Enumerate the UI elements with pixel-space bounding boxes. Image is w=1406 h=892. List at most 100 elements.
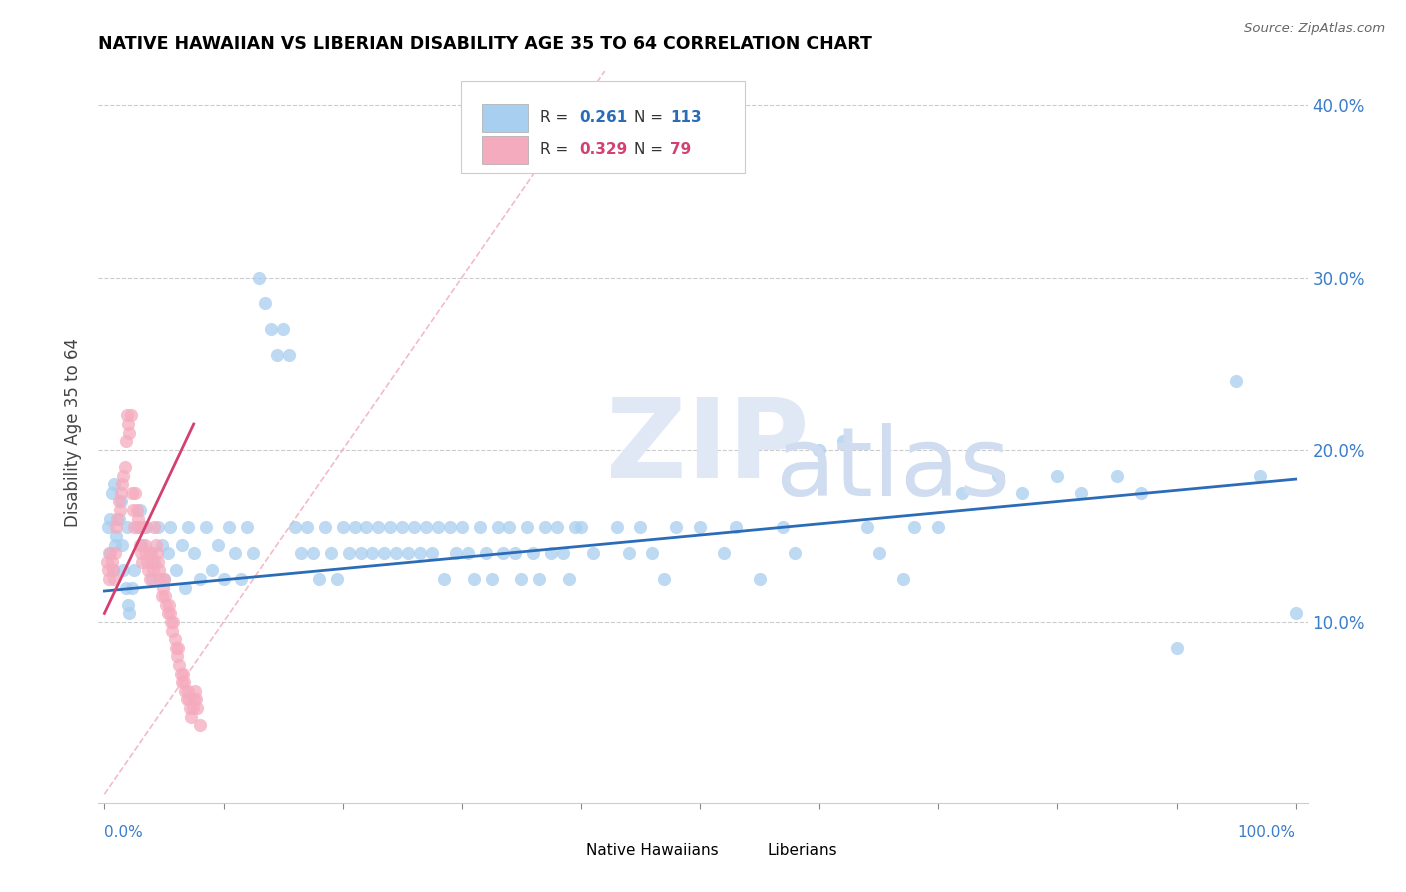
Point: [373, 546, 395, 560]
Point: [122, 520, 145, 534]
Point: [337, 546, 360, 560]
Point: [143, 555, 166, 569]
Point: [169, 658, 191, 673]
Point: [420, 546, 443, 560]
Point: [162, 624, 184, 638]
Point: [160, 615, 183, 629]
Point: [115, 409, 138, 423]
Point: [474, 546, 496, 560]
Point: [236, 520, 259, 534]
Point: [540, 546, 562, 560]
Point: [184, 684, 207, 698]
FancyBboxPatch shape: [461, 81, 745, 173]
Point: [1070, 486, 1092, 500]
Point: [391, 520, 413, 534]
Point: [174, 684, 197, 698]
Point: [772, 520, 794, 534]
Point: [1011, 486, 1033, 500]
Point: [486, 520, 509, 534]
Point: [108, 503, 131, 517]
Bar: [546, 842, 579, 861]
Point: [105, 529, 128, 543]
Point: [118, 607, 141, 621]
Point: [129, 537, 152, 551]
Point: [641, 546, 664, 560]
Text: atlas: atlas: [776, 423, 1011, 516]
Text: 0.0%: 0.0%: [104, 825, 143, 839]
Point: [260, 322, 283, 336]
Point: [159, 607, 181, 621]
Text: R =: R =: [540, 111, 572, 125]
Point: [569, 520, 592, 534]
Text: ZIP: ZIP: [606, 394, 810, 501]
Point: [100, 486, 122, 500]
Point: [159, 520, 181, 534]
Point: [630, 520, 652, 534]
Point: [176, 692, 198, 706]
Y-axis label: Disability Age 35 to 64: Disability Age 35 to 64: [65, 338, 83, 527]
Point: [891, 572, 914, 586]
Point: [111, 477, 134, 491]
Point: [200, 563, 222, 577]
Point: [112, 563, 135, 577]
Point: [183, 546, 205, 560]
Point: [146, 520, 169, 534]
Point: [114, 581, 136, 595]
Point: [148, 563, 170, 577]
Point: [361, 546, 384, 560]
Text: N =: N =: [634, 111, 668, 125]
Bar: [482, 103, 527, 132]
Text: R =: R =: [540, 142, 572, 157]
Point: [332, 520, 354, 534]
Point: [319, 546, 342, 560]
Point: [155, 598, 177, 612]
Point: [96, 555, 118, 569]
Point: [107, 512, 129, 526]
Point: [103, 572, 125, 586]
Point: [689, 520, 711, 534]
Point: [156, 546, 179, 560]
Point: [652, 572, 675, 586]
Point: [564, 520, 586, 534]
Point: [284, 520, 307, 534]
Point: [367, 520, 389, 534]
Point: [1225, 374, 1247, 388]
Point: [527, 572, 550, 586]
Point: [183, 692, 205, 706]
Point: [207, 537, 229, 551]
Point: [98, 512, 121, 526]
Point: [582, 546, 605, 560]
Text: 0.261: 0.261: [579, 111, 628, 125]
Point: [128, 520, 150, 534]
Point: [117, 417, 139, 431]
Point: [665, 520, 688, 534]
Point: [145, 537, 167, 551]
Point: [174, 581, 197, 595]
Point: [101, 563, 124, 577]
Point: [343, 520, 366, 534]
Point: [146, 555, 169, 569]
Point: [167, 640, 190, 655]
Point: [325, 572, 347, 586]
Point: [444, 546, 467, 560]
Point: [184, 692, 207, 706]
Point: [114, 434, 136, 449]
Point: [131, 537, 153, 551]
Point: [104, 537, 127, 551]
Point: [177, 692, 200, 706]
Point: [278, 348, 301, 362]
Point: [426, 520, 449, 534]
Point: [1105, 468, 1128, 483]
Point: [115, 520, 138, 534]
Point: [105, 520, 128, 534]
Point: [97, 563, 120, 577]
Point: [103, 477, 125, 491]
Point: [546, 520, 568, 534]
Point: [121, 486, 143, 500]
Point: [247, 270, 270, 285]
Point: [98, 572, 121, 586]
Point: [266, 348, 288, 362]
Point: [107, 494, 129, 508]
Point: [122, 563, 145, 577]
Point: [1249, 468, 1271, 483]
